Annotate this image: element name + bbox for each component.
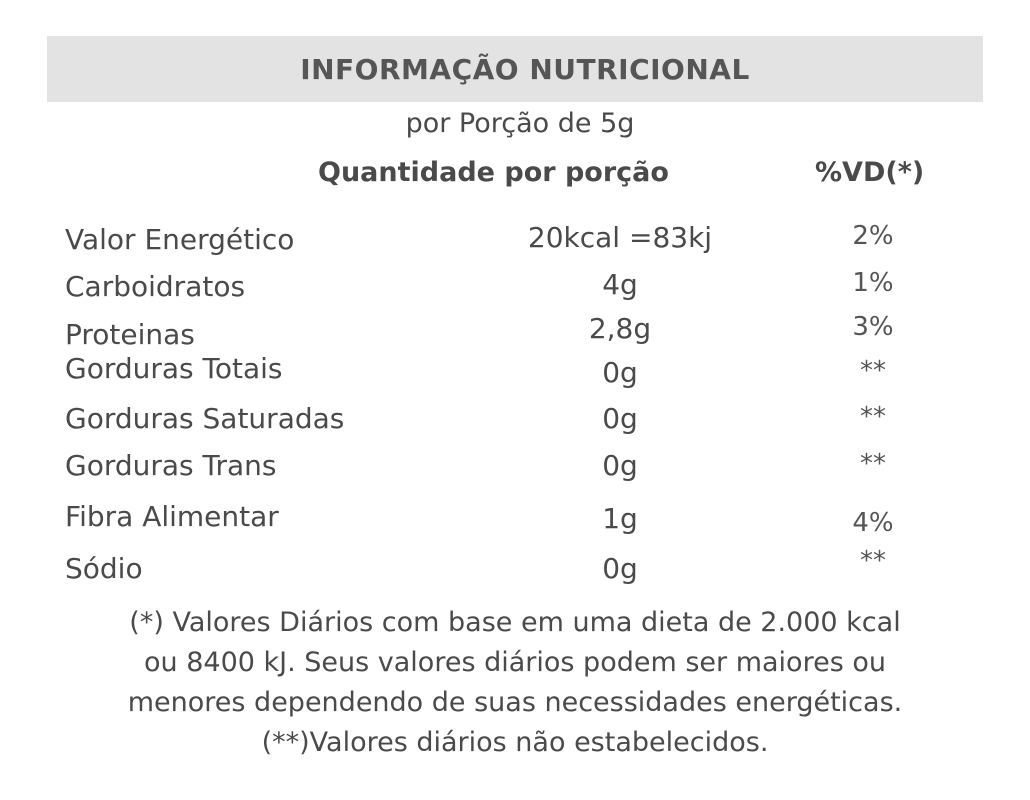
table-row: Gorduras Totais 0g **	[0, 352, 1030, 392]
nutrient-daily-value: **	[860, 402, 886, 432]
nutrient-quantity: 0g	[602, 402, 638, 435]
nutrient-name: Gorduras Trans	[65, 449, 277, 482]
nutrient-daily-value: **	[860, 546, 886, 576]
nutrient-daily-value: 1%	[852, 268, 894, 298]
nutrient-daily-value: 4%	[852, 508, 894, 538]
footnote: (*) Valores Diários com base em uma diet…	[40, 603, 990, 763]
table-row: Sódio 0g **	[0, 546, 1030, 592]
nutrient-daily-value: **	[860, 356, 886, 386]
label-title: INFORMAÇÃO NUTRICIONAL	[300, 52, 750, 86]
table-row: Gorduras Trans 0g **	[0, 449, 1030, 489]
nutrient-daily-value: 3%	[852, 312, 894, 342]
footnote-line: (*) Valores Diários com base em uma diet…	[129, 607, 901, 638]
nutrient-daily-value: **	[860, 449, 886, 479]
table-row: Proteinas 2,8g 3%	[0, 312, 1030, 352]
header-quantity: Quantidade por porção	[318, 157, 669, 188]
footnote-line: ou 8400 kJ. Seus valores diários podem s…	[144, 647, 886, 678]
nutrient-quantity: 0g	[602, 449, 638, 482]
footnote-line: (**)Valores diários não estabelecidos.	[261, 727, 769, 758]
nutrient-name: Gorduras Saturadas	[65, 402, 345, 435]
title-band: INFORMAÇÃO NUTRICIONAL	[47, 36, 983, 102]
table-row: Valor Energético 20kcal =83kj 2%	[0, 221, 1030, 261]
nutrient-quantity: 1g	[602, 502, 638, 535]
column-headers: Quantidade por porção %VD(*)	[0, 157, 1030, 197]
nutrient-name: Sódio	[65, 552, 143, 585]
nutrient-name: Gorduras Totais	[65, 352, 283, 385]
table-row: Carboidratos 4g 1%	[0, 268, 1030, 308]
table-row: Fibra Alimentar 1g 4%	[0, 500, 1030, 540]
nutrient-name: Valor Energético	[65, 223, 295, 256]
nutrient-quantity: 0g	[602, 552, 638, 585]
nutrient-quantity: 20kcal =83kj	[527, 221, 713, 254]
nutrient-name: Fibra Alimentar	[65, 500, 279, 533]
nutrient-name: Proteinas	[65, 318, 195, 351]
nutrient-quantity: 4g	[602, 268, 638, 301]
serving-size: por Porção de 5g	[405, 108, 635, 139]
nutrient-name: Carboidratos	[65, 270, 246, 303]
nutrient-quantity: 0g	[602, 356, 638, 389]
table-row: Gorduras Saturadas 0g **	[0, 402, 1030, 442]
nutrient-daily-value: 2%	[852, 221, 894, 251]
footnote-line: menores dependendo de suas necessidades …	[127, 687, 903, 718]
nutrient-quantity: 2,8g	[588, 312, 652, 345]
header-daily-value: %VD(*)	[815, 157, 925, 188]
